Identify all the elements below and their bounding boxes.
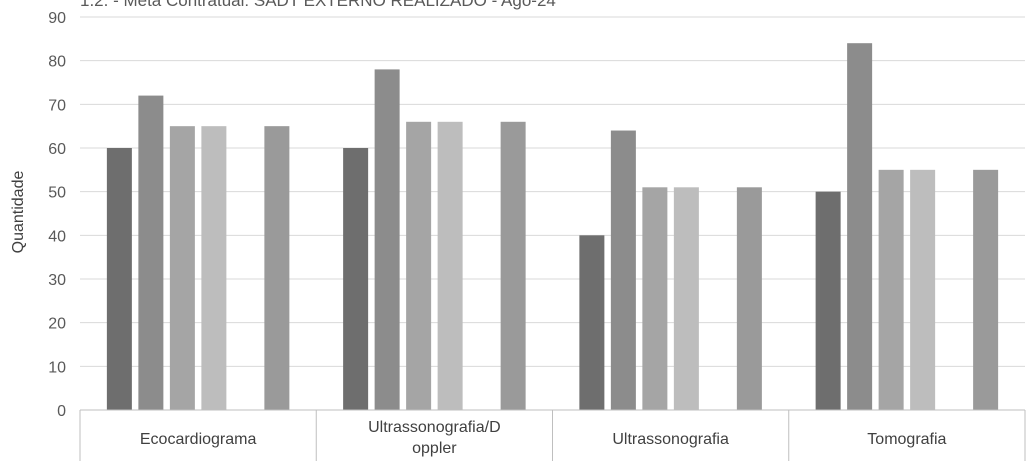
- bar: [406, 121, 432, 411]
- bar: [642, 187, 668, 410]
- bar: [343, 148, 369, 410]
- x-category-label: Tomografia: [867, 431, 946, 448]
- y-tick-label: 50: [48, 185, 66, 202]
- bar: [815, 191, 841, 410]
- chart-title-group: 1.2. - Meta Contratual: SADT EXTERNO REA…: [80, 0, 556, 10]
- bar: [264, 126, 290, 411]
- y-tick-label: 70: [48, 97, 66, 114]
- bar: [500, 121, 526, 411]
- bar: [878, 169, 904, 410]
- x-category-label: Ultrassonografia: [612, 431, 729, 448]
- y-tick-label: 30: [48, 272, 66, 289]
- x-axis: Ecocardiograma Ultrassonografia/D oppler Ul…: [79, 409, 1026, 461]
- bar: [610, 130, 636, 411]
- chart-title: 1.2. - Meta Contratual: SADT EXTERNO REA…: [80, 0, 556, 10]
- bars: [106, 43, 999, 411]
- x-category-label: Ecocardiograma: [140, 431, 257, 448]
- y-tick-label: 40: [48, 228, 66, 245]
- y-tick-label: 80: [48, 54, 66, 71]
- y-axis-title: Quantidade: [10, 171, 27, 254]
- y-tick-label: 0: [57, 403, 66, 420]
- bar: [201, 126, 227, 411]
- bar: [106, 148, 132, 410]
- bar: [138, 95, 164, 410]
- y-tick-label: 10: [48, 359, 66, 376]
- y-tick-label: 90: [48, 10, 66, 27]
- y-tick-label: 20: [48, 316, 66, 333]
- bar: [673, 187, 699, 410]
- bar: [374, 69, 400, 411]
- x-category-label: Ultrassonografia/D: [368, 419, 501, 436]
- bar: [847, 43, 873, 410]
- bar: [169, 126, 195, 411]
- bar: [579, 235, 605, 410]
- bar: [973, 169, 999, 410]
- y-tick-label: 60: [48, 141, 66, 158]
- gridlines: [80, 16, 1025, 367]
- bar: [910, 169, 936, 410]
- x-category-label: oppler: [412, 440, 457, 457]
- bar: [437, 121, 463, 411]
- y-axis-ticks: 0 10 20 30 40 50 60 70 80 90: [48, 10, 66, 420]
- bar: [736, 187, 762, 410]
